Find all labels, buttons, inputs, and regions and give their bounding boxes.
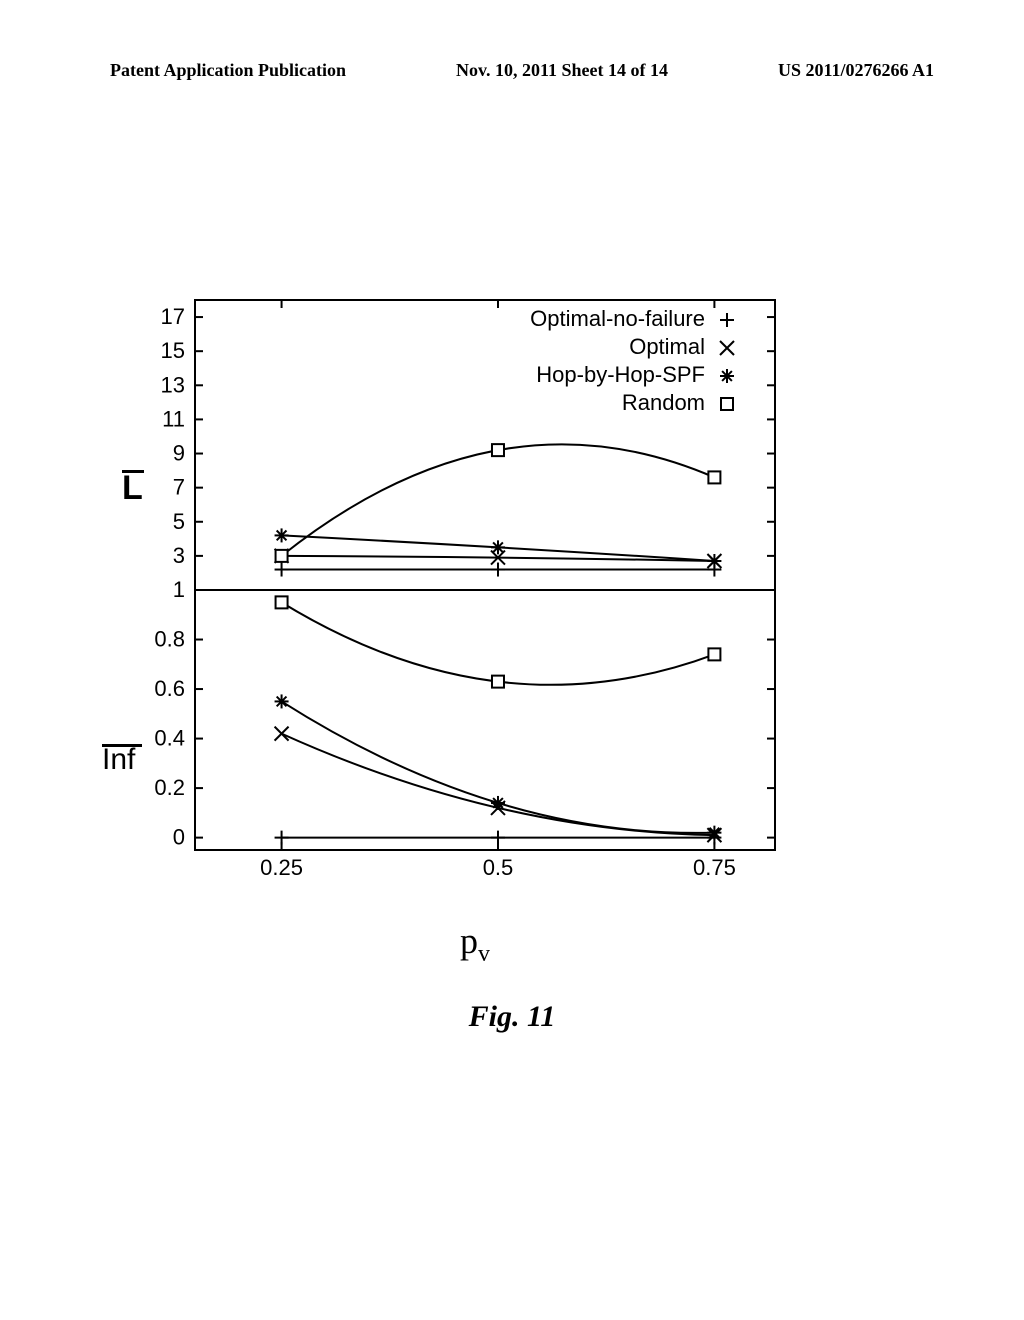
- svg-text:0: 0: [173, 825, 185, 850]
- svg-text:0.25: 0.25: [260, 855, 303, 880]
- header-center: Nov. 10, 2011 Sheet 14 of 14: [456, 60, 668, 81]
- y-axis-label-bottom: Inf: [102, 744, 142, 777]
- svg-text:5: 5: [173, 509, 185, 534]
- svg-text:Optimal: Optimal: [629, 334, 705, 359]
- chart-svg: 135791113151700.20.40.60.80.250.50.75Opt…: [195, 300, 775, 880]
- svg-text:0.4: 0.4: [154, 726, 185, 751]
- svg-text:15: 15: [161, 338, 185, 363]
- svg-text:Optimal-no-failure: Optimal-no-failure: [530, 306, 705, 331]
- header-left: Patent Application Publication: [110, 60, 346, 81]
- figure-caption: Fig. 11: [0, 1000, 1024, 1034]
- svg-text:0.2: 0.2: [154, 775, 185, 800]
- svg-text:3: 3: [173, 543, 185, 568]
- svg-text:Random: Random: [622, 390, 705, 415]
- svg-text:0.6: 0.6: [154, 676, 185, 701]
- svg-text:0.75: 0.75: [693, 855, 736, 880]
- svg-text:Hop-by-Hop-SPF: Hop-by-Hop-SPF: [536, 362, 705, 387]
- svg-text:17: 17: [161, 304, 185, 329]
- header-right: US 2011/0276266 A1: [778, 60, 934, 81]
- svg-text:0.8: 0.8: [154, 627, 185, 652]
- chart-container: 135791113151700.20.40.60.80.250.50.75Opt…: [195, 300, 775, 880]
- x-axis-label: pv: [460, 920, 490, 968]
- y-axis-label-top: L: [122, 470, 144, 508]
- svg-text:9: 9: [173, 441, 185, 466]
- svg-text:1: 1: [173, 577, 185, 602]
- svg-text:13: 13: [161, 372, 185, 397]
- svg-text:11: 11: [162, 406, 185, 431]
- svg-text:7: 7: [173, 475, 185, 500]
- svg-text:0.5: 0.5: [483, 855, 514, 880]
- page-header: Patent Application Publication Nov. 10, …: [0, 60, 1024, 81]
